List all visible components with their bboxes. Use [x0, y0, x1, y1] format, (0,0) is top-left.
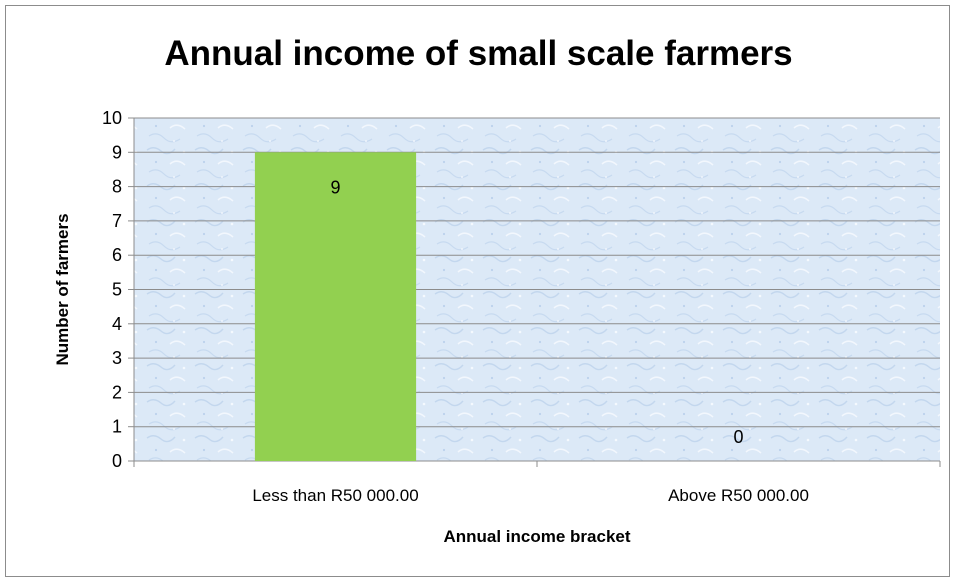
- y-tick-label: 6: [112, 245, 122, 265]
- y-axis-title: Number of farmers: [53, 213, 72, 365]
- data-label: 0: [733, 427, 743, 447]
- y-tick-label: 10: [102, 108, 122, 128]
- bar: [254, 152, 417, 462]
- data-label: 9: [330, 177, 340, 197]
- y-tick-label: 7: [112, 211, 122, 231]
- y-tick-label: 5: [112, 280, 122, 300]
- chart-title: Annual income of small scale farmers: [164, 34, 793, 73]
- x-axis-title: Annual income bracket: [443, 527, 630, 546]
- x-tick-label: Above R50 000.00: [668, 486, 809, 505]
- y-tick-label: 3: [112, 348, 122, 368]
- x-tick-label: Less than R50 000.00: [252, 486, 418, 505]
- y-tick-label: 9: [112, 142, 122, 162]
- y-tick-label: 8: [112, 177, 122, 197]
- y-tick-label: 4: [112, 314, 122, 334]
- plot-area: 0 1 2 3 4 5 6 7 8 9 10 9 Less than R50 000.00 0 Above …: [53, 108, 941, 546]
- y-tick-label: 2: [112, 382, 122, 402]
- y-tick-label: 1: [112, 417, 122, 437]
- y-tick-label: 0: [112, 451, 122, 471]
